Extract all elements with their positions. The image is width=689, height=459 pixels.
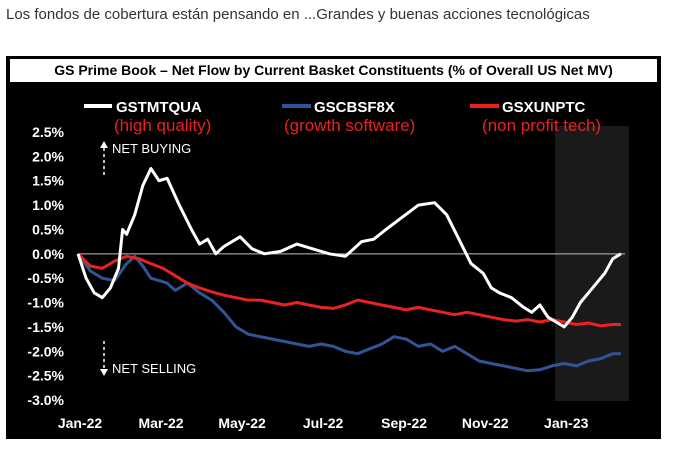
chart-title-text: GS Prime Book – Net Flow by Current Bask… bbox=[54, 62, 613, 78]
legend-item-gscbsf8x: GSCBSF8X (growth software) bbox=[282, 99, 415, 135]
arrow-up-icon bbox=[100, 141, 108, 148]
series-lines bbox=[76, 167, 622, 373]
chart-card: 2.5% 2.0% 1.5% 1.0% 0.5% 0.0% -0.5% -1.0% -1.5% -… bbox=[6, 56, 661, 439]
legend-item-gstmtqua: GSTMTQUA (high quality) bbox=[84, 99, 211, 135]
legend-sublabel: (growth software) bbox=[284, 116, 415, 135]
legend-sublabel: (high quality) bbox=[114, 116, 211, 135]
y-tick-label: 1.0% bbox=[32, 197, 64, 213]
arrow-down-icon bbox=[100, 369, 108, 376]
series-line-gsxunptc bbox=[76, 252, 621, 328]
chart-legend: GSTMTQUA (high quality) GSCBSF8X (growth… bbox=[84, 99, 601, 135]
series-line-gstmtqua bbox=[76, 167, 622, 329]
y-tick-label: -0.5% bbox=[27, 270, 64, 286]
y-tick-label: -1.5% bbox=[27, 319, 64, 335]
x-tick-label: Jan-23 bbox=[544, 415, 589, 431]
y-tick-label: -1.0% bbox=[27, 295, 64, 311]
y-tick-label: 2.0% bbox=[32, 148, 64, 164]
legend-label: GSXUNPTC bbox=[502, 99, 586, 116]
net-buying-label: NET BUYING bbox=[112, 141, 191, 156]
y-tick-label: -2.5% bbox=[27, 368, 64, 384]
chart-title: GS Prime Book – Net Flow by Current Bask… bbox=[10, 59, 657, 82]
y-tick-label: 0.5% bbox=[32, 221, 64, 237]
y-tick-label: -3.0% bbox=[27, 392, 64, 408]
legend-sublabel: (non profit tech) bbox=[482, 116, 601, 135]
x-axis-ticks: Jan-22 Mar-22 May-22 Jul-22 Sep-22 Nov-22 Jan-… bbox=[58, 415, 589, 431]
y-tick-label: 1.5% bbox=[32, 173, 64, 189]
legend-item-gsxunptc: GSXUNPTC (non profit tech) bbox=[470, 99, 601, 135]
y-tick-label: 0.0% bbox=[32, 246, 64, 262]
net-selling-annotation: NET SELLING bbox=[100, 341, 196, 376]
x-tick-label: May-22 bbox=[218, 415, 266, 431]
legend-label: GSCBSF8X bbox=[314, 99, 395, 116]
page-headline: Los fondos de cobertura están pensando e… bbox=[6, 6, 590, 23]
series-line-gscbsf8x bbox=[76, 252, 621, 373]
y-axis-ticks: 2.5% 2.0% 1.5% 1.0% 0.5% 0.0% -0.5% -1.0% -1.5% -… bbox=[27, 124, 64, 408]
line-chart: 2.5% 2.0% 1.5% 1.0% 0.5% 0.0% -0.5% -1.0% -1.5% -… bbox=[27, 99, 629, 431]
net-buying-annotation: NET BUYING bbox=[100, 141, 191, 176]
y-tick-label: 2.5% bbox=[32, 124, 64, 140]
net-selling-label: NET SELLING bbox=[112, 361, 196, 376]
x-tick-label: Jan-22 bbox=[58, 415, 103, 431]
y-tick-label: -2.0% bbox=[27, 343, 64, 359]
x-tick-label: Mar-22 bbox=[138, 415, 183, 431]
x-tick-label: Sep-22 bbox=[381, 415, 427, 431]
x-tick-label: Jul-22 bbox=[303, 415, 344, 431]
legend-label: GSTMTQUA bbox=[116, 99, 202, 116]
x-tick-label: Nov-22 bbox=[462, 415, 509, 431]
